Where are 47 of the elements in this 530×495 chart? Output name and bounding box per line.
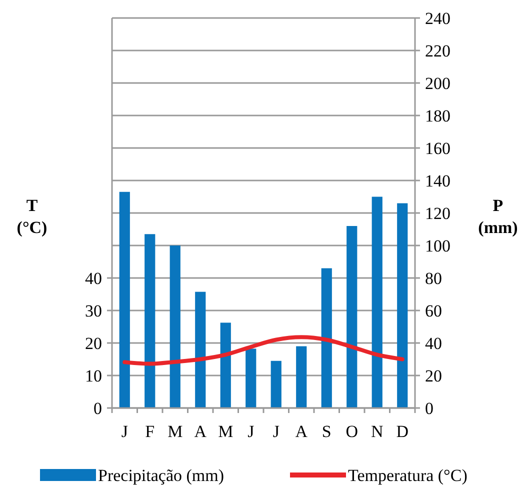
x-tick-label: S — [322, 422, 332, 441]
y2-tick-label: 140 — [425, 172, 450, 190]
y-tick-label: 10 — [85, 366, 102, 386]
y2-tick-label: 80 — [425, 269, 442, 288]
x-tick-label: J — [248, 422, 255, 441]
y2-tick-label: 200 — [425, 74, 450, 93]
y2-tick-label: 40 — [425, 334, 442, 353]
bar — [144, 234, 156, 408]
y2-tick-label: 240 — [425, 9, 450, 28]
x-tick-label: M — [218, 422, 234, 441]
legend-label: Precipitação (mm) — [98, 466, 224, 485]
y-tick-label: 20 — [85, 334, 102, 353]
bar — [220, 322, 231, 408]
line-series — [122, 335, 404, 366]
bar — [170, 246, 180, 408]
bar — [270, 360, 282, 408]
x-tick-label: J — [272, 422, 280, 441]
x-tick-label: O — [346, 422, 358, 441]
y-tick-label: 40 — [85, 269, 102, 288]
x-tick-label: N — [370, 422, 384, 441]
x-tick-label: F — [145, 422, 155, 441]
y2-axis-title: P (mm) — [478, 196, 518, 237]
x-tick-label: A — [295, 422, 308, 441]
y-axis-title: T (°C) — [16, 196, 48, 237]
bar — [372, 196, 382, 408]
x-tick-label: J — [121, 422, 128, 441]
y2-tick-label: 220 — [425, 42, 450, 60]
bar — [119, 192, 130, 408]
y-tick-label: 0 — [94, 399, 102, 418]
y2-tick-label: 0 — [425, 399, 434, 418]
legend-label: Temperatura (°C) — [348, 466, 468, 485]
bar — [321, 268, 332, 408]
y2-tick-label: 100 — [425, 236, 450, 256]
bar — [346, 226, 358, 408]
bar — [195, 292, 206, 408]
y2-tick-label: 20 — [425, 366, 442, 386]
y2-tick-label: 60 — [425, 302, 442, 320]
y-tick-label: 30 — [85, 302, 102, 320]
x-tick-label: M — [168, 422, 183, 441]
bar — [296, 346, 307, 408]
y2-tick-label: 120 — [425, 204, 450, 223]
bar — [246, 348, 256, 408]
y2-tick-label: 180 — [425, 106, 450, 126]
x-tick-label: A — [194, 422, 208, 441]
x-tick-label: D — [396, 422, 409, 441]
bar — [397, 203, 408, 408]
y2-tick-label: 160 — [425, 139, 450, 158]
